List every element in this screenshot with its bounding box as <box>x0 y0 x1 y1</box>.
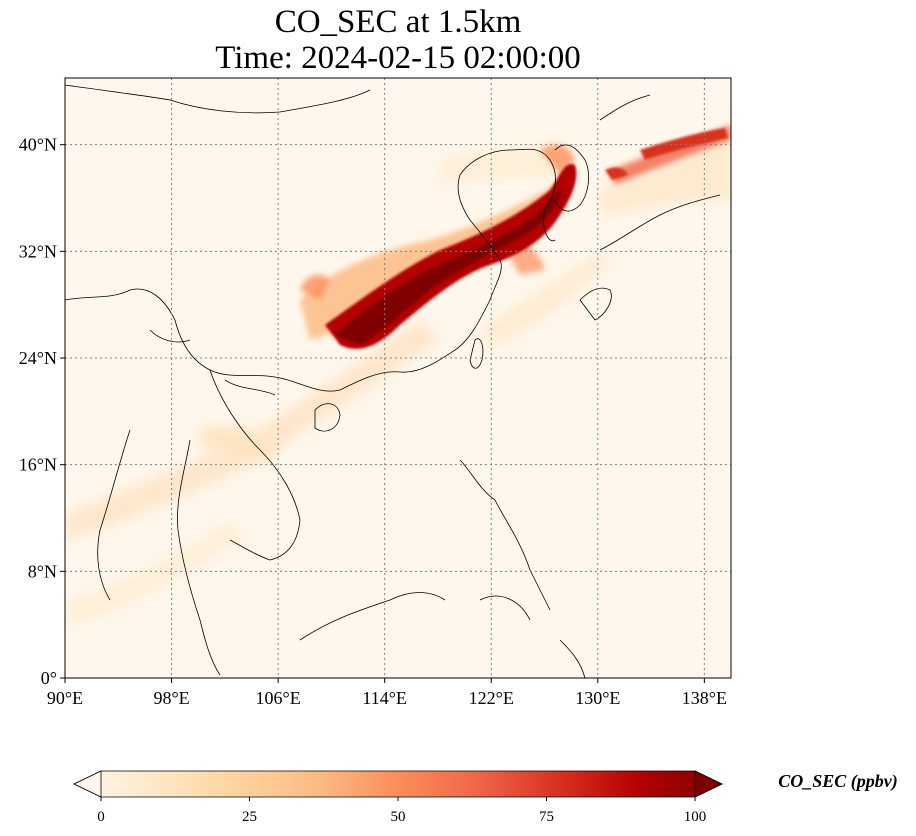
latitude-tick-label: 32°N <box>19 241 57 261</box>
map-frame <box>64 77 732 679</box>
plume-light <box>65 130 731 625</box>
colorbar-scale <box>73 770 723 798</box>
longitude-tick-label: 138°E <box>682 688 727 708</box>
gridlines <box>65 78 731 678</box>
latitude-tick-label: 24°N <box>19 348 57 368</box>
latitude-tick-label: 40°N <box>19 135 57 155</box>
colorbar-tick-label: 100 <box>684 809 707 825</box>
colorbar-tick-label: 0 <box>97 809 105 825</box>
longitude-tick-label: 98°E <box>153 688 189 708</box>
longitude-tick-label: 130°E <box>575 688 620 708</box>
plume-high <box>325 128 728 349</box>
colorbar: 0 25 50 75 100 CO_SEC (ppbv) <box>73 770 898 825</box>
latitude-tick-label: 16°N <box>19 455 57 475</box>
longitude-tick-label: 106°E <box>256 688 301 708</box>
coastlines <box>65 84 721 678</box>
colorbar-tick-label: 25 <box>242 809 257 825</box>
latitude-axis: 0° 8°N 16°N 24°N 32°N 40°N <box>19 135 65 688</box>
colorbar-tick-label: 75 <box>539 809 554 825</box>
colorbar-ticks: 0 25 50 75 100 <box>97 797 706 825</box>
longitude-tick-label: 90°E <box>47 688 83 708</box>
latitude-tick-label: 8°N <box>28 561 57 581</box>
colorbar-extend-max <box>694 770 723 798</box>
colorbar-extend-min <box>73 770 102 798</box>
colorbar-label: CO_SEC (ppbv) <box>778 771 898 792</box>
longitude-tick-label: 114°E <box>362 688 407 708</box>
map-subtitle-time: Time: 2024-02-15 02:00:00 <box>215 40 581 76</box>
concentration-field <box>65 125 731 625</box>
longitude-tick-label: 122°E <box>469 688 514 708</box>
longitude-axis: 90°E 98°E 106°E 114°E 122°E 130°E 138°E <box>47 678 727 708</box>
map-title: CO_SEC at 1.5km <box>274 4 522 40</box>
colorbar-tick-label: 50 <box>391 809 406 825</box>
latitude-tick-label: 0° <box>41 668 57 688</box>
